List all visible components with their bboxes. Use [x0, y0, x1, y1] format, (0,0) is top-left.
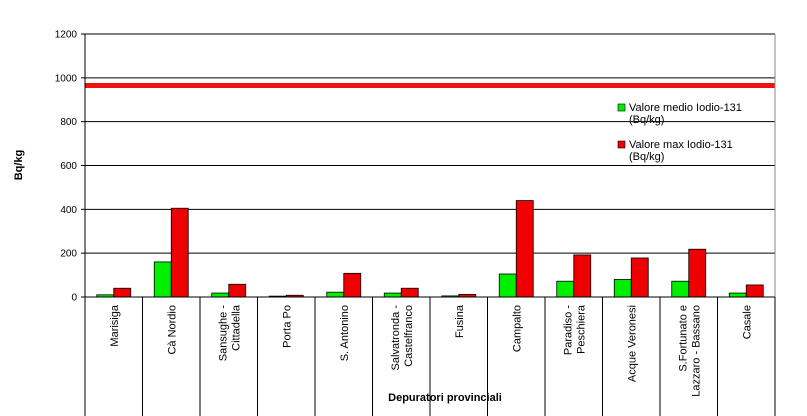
y-tick-label: 1200	[55, 30, 78, 41]
legend-item: Valore medio Iodio-131(Bq/kg)	[617, 102, 742, 126]
legend-swatch	[617, 140, 626, 149]
bar-series-1-cat-2	[228, 283, 247, 298]
y-tick-label: 800	[60, 117, 77, 128]
category-label-line: Campalto	[511, 305, 523, 352]
category-label: Paradiso - Peschiera	[562, 304, 587, 355]
category-label-line: Paradiso -	[562, 305, 574, 355]
bar-series-1-cat-8	[573, 254, 592, 298]
category-label-line: Cà Nordio	[166, 305, 178, 355]
category-label-line: Casale	[741, 305, 753, 339]
legend-label: Valore max Iodio-131	[629, 139, 733, 151]
category-label: S.Fortunato e Lazzaro - Bassano	[677, 305, 702, 397]
bar-series-1-cat-9	[630, 257, 649, 298]
category-label: Marisiga	[109, 304, 121, 346]
bar-series-1-cat-7	[515, 200, 534, 298]
y-tick-label: 0	[71, 293, 77, 304]
y-tick-label: 600	[60, 161, 77, 172]
bar-series-0-cat-5	[383, 292, 402, 298]
bar-series-0-cat-10	[671, 280, 690, 298]
category-label-line: Fusina	[454, 304, 466, 338]
bar-series-0-cat-1	[153, 261, 172, 298]
bars	[96, 200, 764, 298]
bar-series-1-cat-10	[688, 248, 707, 298]
legend-label: (Bq/kg)	[629, 151, 664, 163]
category-label: Fusina	[454, 304, 466, 338]
bar-series-0-cat-7	[498, 273, 517, 298]
category-label-line: Castelfranco	[403, 305, 415, 367]
category-label: Salvatronda - Castelfranco	[390, 305, 415, 371]
bar-series-0-cat-11	[728, 292, 747, 298]
category-label-line: Marisiga	[109, 304, 121, 346]
y-tick-label: 400	[60, 205, 77, 216]
y-tick-label: 200	[60, 249, 77, 260]
category-label-line: Salvatronda -	[390, 305, 402, 371]
bar-series-1-cat-5	[400, 287, 419, 298]
category-label-line: Lazzaro - Bassano	[690, 305, 702, 397]
category-label-line: Porta Po	[281, 305, 293, 348]
axes	[81, 33, 776, 416]
category-label-line: S.Fortunato e	[677, 305, 689, 372]
category-label-line: S. Antonino	[339, 305, 351, 361]
category-label: Acque Veronesi	[626, 305, 638, 382]
bar-series-0-cat-8	[556, 280, 575, 298]
legend: Valore medio Iodio-131(Bq/kg)Valore max …	[617, 102, 742, 163]
category-label: S. Antonino	[339, 305, 351, 361]
bar-series-1-cat-0	[113, 287, 132, 298]
category-label: Campalto	[511, 305, 523, 352]
category-label-line: Acque Veronesi	[626, 305, 638, 382]
y-axis-title: Bq/kg	[13, 150, 25, 181]
bar-series-0-cat-9	[613, 279, 632, 298]
bar-series-0-cat-2	[211, 292, 230, 298]
x-category-labels: Marisiga Cà Nordio Sansughe - Cittadella Por…	[109, 304, 754, 397]
category-label: Sansughe - Cittadella	[217, 304, 242, 361]
y-tick-label: 1000	[55, 73, 78, 84]
legend-label: (Bq/kg)	[629, 114, 664, 126]
category-label: Cà Nordio	[166, 305, 178, 355]
x-axis-title: Depuratori provinciali	[388, 392, 502, 404]
category-label: Porta Po	[281, 305, 293, 348]
grid-lines	[85, 33, 775, 254]
legend-label: Valore medio Iodio-131	[629, 102, 742, 114]
legend-item: Valore max Iodio-131(Bq/kg)	[617, 139, 733, 163]
category-label-line: Peschiera	[575, 304, 587, 354]
bar-series-1-cat-4	[343, 272, 362, 298]
legend-swatch	[617, 103, 626, 112]
y-tick-labels: 0 200 400 600 800 1000 1200	[55, 30, 78, 304]
bar-series-1-cat-1	[170, 207, 189, 298]
bar-series-0-cat-4	[326, 291, 345, 298]
category-label-line: Cittadella	[230, 304, 242, 351]
category-label: Casale	[741, 305, 753, 339]
category-label-line: Sansughe -	[217, 305, 229, 362]
bar-series-1-cat-11	[745, 284, 764, 298]
